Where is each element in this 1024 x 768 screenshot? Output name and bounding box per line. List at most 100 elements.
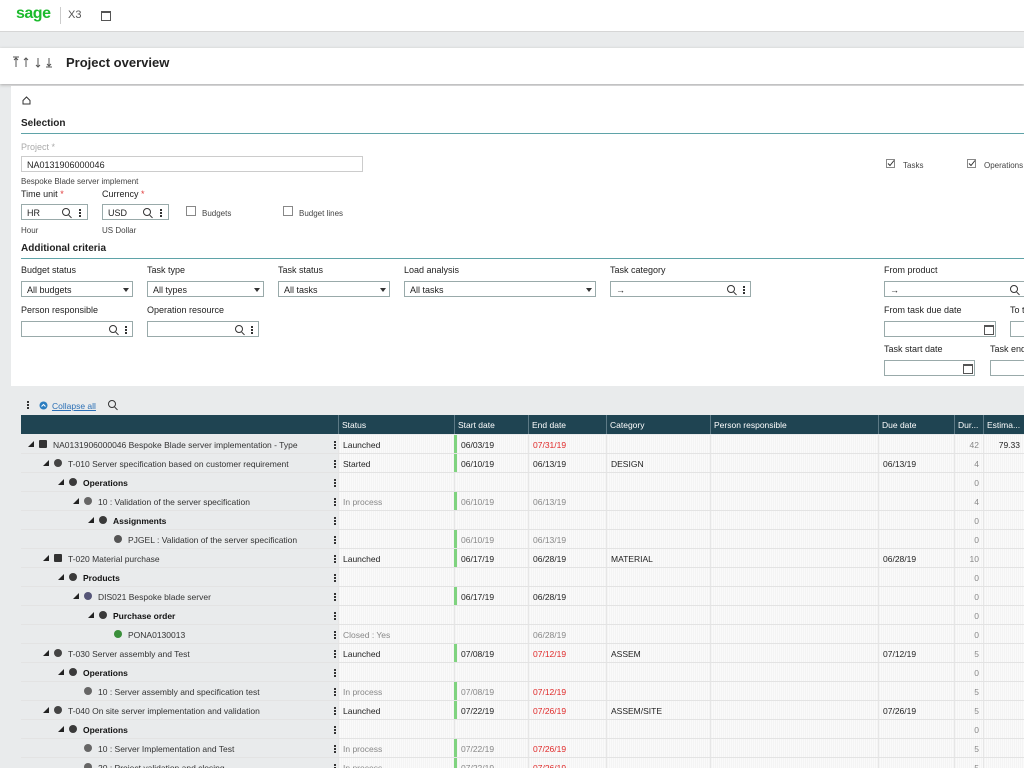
- grid-cell: [878, 682, 954, 700]
- calendar-icon[interactable]: [101, 11, 111, 21]
- field-input[interactable]: [990, 360, 1024, 376]
- expand-toggle[interactable]: [58, 574, 64, 580]
- grid-cell: [710, 587, 878, 605]
- collapse-all-link[interactable]: Collapse all: [52, 401, 96, 411]
- field-input[interactable]: [147, 321, 259, 337]
- field-input[interactable]: [21, 321, 133, 337]
- checkbox-checked[interactable]: [886, 159, 896, 169]
- row-menu[interactable]: [334, 596, 336, 598]
- currency-input[interactable]: USD: [102, 204, 169, 220]
- grid-cell: [983, 644, 1024, 662]
- row-menu[interactable]: [334, 748, 336, 750]
- menu-icon[interactable]: [251, 329, 253, 331]
- lookup-icon[interactable]: [1010, 285, 1018, 293]
- row-menu[interactable]: [334, 539, 336, 541]
- expand-toggle[interactable]: [43, 650, 49, 656]
- menu-icon[interactable]: [125, 329, 127, 331]
- column-header[interactable]: Dur...: [954, 415, 983, 434]
- grid-cell: 06/10/19: [454, 530, 528, 548]
- row-menu[interactable]: [334, 482, 336, 484]
- grid-cell: ASSEM/SITE: [606, 701, 710, 719]
- row-menu[interactable]: [334, 577, 336, 579]
- expand-toggle[interactable]: [88, 612, 94, 618]
- expand-toggle[interactable]: [73, 498, 79, 504]
- grid-cell: 5: [954, 701, 983, 719]
- checkbox[interactable]: [186, 206, 196, 216]
- row-menu[interactable]: [334, 729, 336, 731]
- row-menu[interactable]: [334, 558, 336, 560]
- expand-toggle[interactable]: [73, 593, 79, 599]
- field-input[interactable]: [884, 321, 996, 337]
- expand-toggle[interactable]: [88, 517, 94, 523]
- lookup-icon[interactable]: [143, 208, 151, 216]
- field-label: Operation resource: [147, 305, 225, 315]
- expand-toggle[interactable]: [58, 726, 64, 732]
- expand-toggle[interactable]: [43, 707, 49, 713]
- search-icon[interactable]: [108, 400, 116, 408]
- field-input[interactable]: All budgets: [21, 281, 133, 297]
- row-menu[interactable]: [334, 520, 336, 522]
- column-header[interactable]: Start date: [454, 415, 528, 434]
- menu-icon[interactable]: [743, 289, 745, 291]
- grid-cell: [710, 720, 878, 738]
- collapse-icon[interactable]: [39, 401, 48, 410]
- row-menu[interactable]: [334, 710, 336, 712]
- row-menu[interactable]: [334, 501, 336, 503]
- row-menu[interactable]: [334, 463, 336, 465]
- dropdown-caret[interactable]: [254, 288, 260, 292]
- node-icon: [54, 554, 62, 562]
- lookup-icon[interactable]: [109, 325, 117, 333]
- dropdown-caret[interactable]: [586, 288, 592, 292]
- grid-cell: 06/03/19: [454, 435, 528, 453]
- node-label: DIS021 Bespoke blade server: [98, 592, 211, 602]
- checkbox[interactable]: [283, 206, 293, 216]
- expand-toggle[interactable]: [58, 669, 64, 675]
- date-icon[interactable]: [963, 364, 973, 374]
- row-menu[interactable]: [334, 615, 336, 617]
- logo[interactable]: sage: [16, 5, 51, 22]
- field-input[interactable]: [884, 360, 975, 376]
- dropdown-caret[interactable]: [123, 288, 129, 292]
- nav-arrows[interactable]: [11, 56, 57, 68]
- expand-toggle[interactable]: [28, 441, 34, 447]
- grid-cell: [454, 720, 528, 738]
- menu-icon[interactable]: [79, 212, 81, 214]
- grid-cell: 5: [954, 739, 983, 757]
- field-input[interactable]: All tasks: [278, 281, 390, 297]
- expand-toggle[interactable]: [43, 555, 49, 561]
- checkbox-checked[interactable]: [967, 159, 977, 169]
- lookup-icon[interactable]: [727, 285, 735, 293]
- home-icon[interactable]: [22, 96, 31, 105]
- field-label: Currency *: [102, 189, 145, 199]
- row-menu[interactable]: [334, 444, 336, 446]
- date-icon[interactable]: [984, 325, 994, 335]
- row-menu[interactable]: [334, 653, 336, 655]
- grid-cell: [710, 606, 878, 624]
- menu-icon[interactable]: [27, 404, 29, 406]
- column-header[interactable]: End date: [528, 415, 606, 434]
- field-input[interactable]: All types: [147, 281, 264, 297]
- row-menu[interactable]: [334, 634, 336, 636]
- row-menu[interactable]: [334, 691, 336, 693]
- time-unit-input[interactable]: HR: [21, 204, 88, 220]
- field-input[interactable]: →: [884, 281, 1024, 297]
- column-header[interactable]: Person responsible: [710, 415, 878, 434]
- column-header[interactable]: Status: [338, 415, 454, 434]
- field-input[interactable]: All tasks: [404, 281, 596, 297]
- grid-cell: In process: [338, 758, 454, 768]
- column-header[interactable]: Due date: [878, 415, 954, 434]
- grid-cell: 06/28/19: [878, 549, 954, 567]
- lookup-icon[interactable]: [62, 208, 70, 216]
- field-input[interactable]: [1010, 321, 1024, 337]
- field-input[interactable]: →: [610, 281, 751, 297]
- column-header[interactable]: Category: [606, 415, 710, 434]
- row-menu[interactable]: [334, 672, 336, 674]
- column-header[interactable]: Estima...: [983, 415, 1024, 434]
- dropdown-caret[interactable]: [380, 288, 386, 292]
- expand-toggle[interactable]: [43, 460, 49, 466]
- lookup-icon[interactable]: [235, 325, 243, 333]
- expand-toggle[interactable]: [58, 479, 64, 485]
- project-input[interactable]: NA0131906000046: [21, 156, 363, 172]
- node-label: Operations: [83, 668, 128, 678]
- menu-icon[interactable]: [160, 212, 162, 214]
